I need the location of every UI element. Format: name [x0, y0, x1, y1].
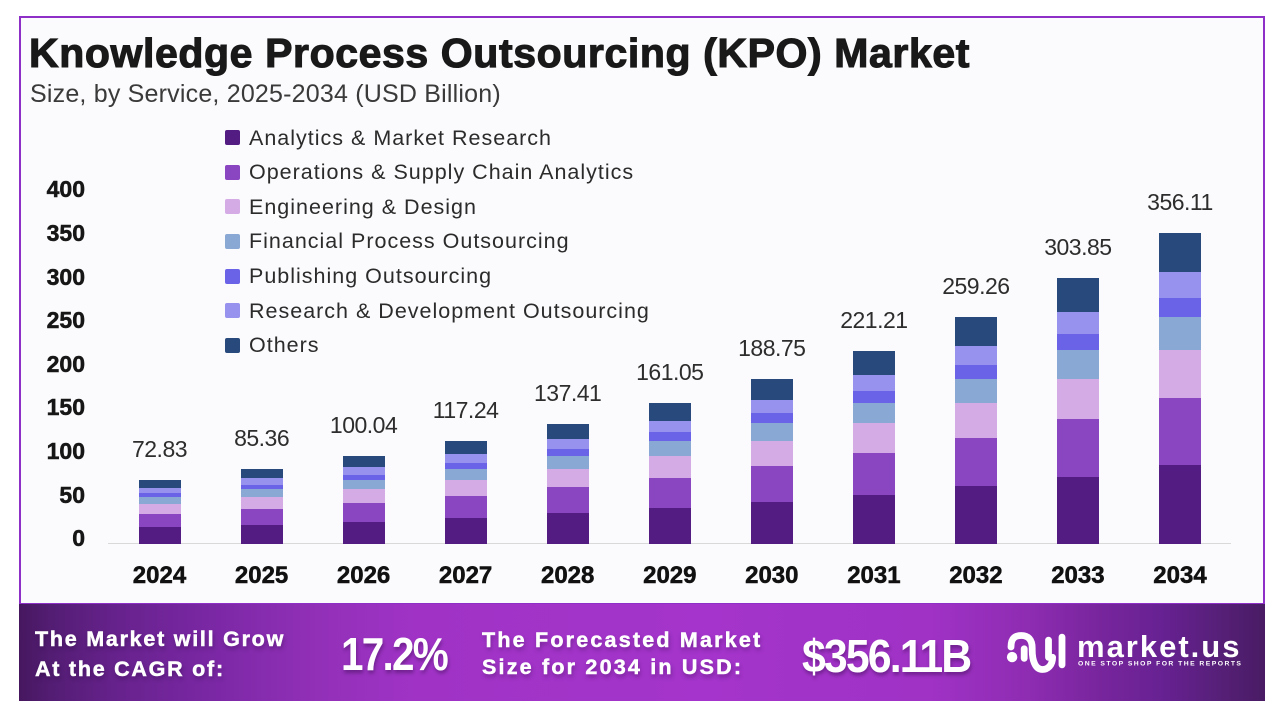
svg-text:market.us: market.us: [1077, 629, 1241, 664]
svg-text:ONE STOP SHOP FOR THE REPORTS: ONE STOP SHOP FOR THE REPORTS: [1078, 661, 1242, 668]
